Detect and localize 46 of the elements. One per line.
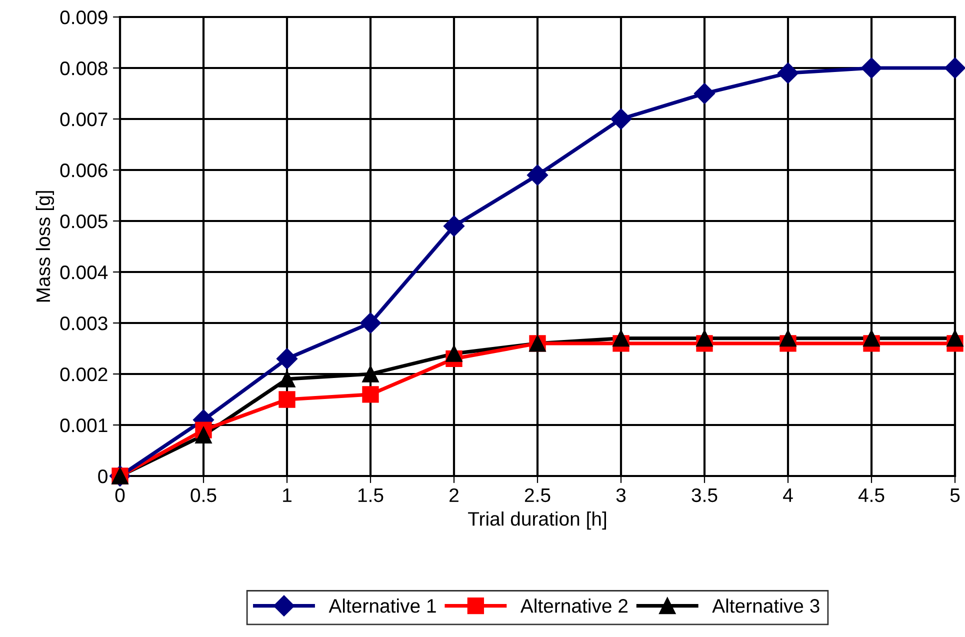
legend-label: Alternative 2	[520, 598, 628, 613]
x-tick-label: 0	[115, 488, 125, 502]
x-tick-label: 1	[283, 488, 292, 502]
point	[612, 330, 630, 347]
x-tick-label: 3.5	[692, 488, 718, 502]
point	[362, 386, 379, 403]
x-tick-label: 1.5	[358, 488, 384, 502]
point	[446, 345, 462, 362]
point	[360, 312, 382, 334]
point	[276, 348, 298, 370]
x-tick-label: 5	[950, 488, 960, 502]
y-tick-label: 0.008	[60, 61, 108, 76]
point	[526, 164, 548, 186]
point	[944, 57, 965, 79]
x-tick-label: 0.5	[190, 488, 216, 502]
x-tick-label: 2.5	[524, 488, 550, 502]
y-tick-label: 0	[98, 469, 108, 484]
point	[443, 216, 465, 237]
point	[610, 108, 632, 130]
point	[195, 426, 212, 444]
y-tick-label: 0.003	[60, 316, 108, 330]
x-tick-label: 4	[783, 488, 793, 502]
y-tick-label: 0.005	[60, 214, 108, 228]
y-tick-label: 0.001	[60, 418, 108, 432]
x-tick-label: 4.5	[858, 488, 884, 502]
y-axis-title: Mass loss [g]	[36, 191, 54, 302]
point	[278, 370, 296, 388]
y-tick-label: 0.002	[60, 367, 108, 382]
x-tick-label: 3	[616, 488, 626, 502]
x-tick-label: 2	[450, 488, 458, 502]
legend-label: Alternative 3	[712, 598, 820, 613]
point	[362, 366, 379, 382]
point	[863, 330, 880, 347]
point	[694, 82, 716, 104]
x-axis-title: Trial duration [h]	[468, 511, 606, 530]
point	[946, 330, 964, 347]
point	[278, 391, 296, 408]
point	[777, 62, 799, 84]
point	[780, 330, 796, 347]
y-tick-label: 0.006	[60, 163, 108, 178]
legend-label: Alternative 1	[328, 598, 436, 613]
y-tick-label: 0.007	[60, 112, 108, 126]
y-tick-label: 0.009	[60, 10, 108, 24]
point	[860, 57, 882, 79]
y-tick-label: 0.004	[60, 265, 108, 280]
point	[696, 330, 713, 347]
